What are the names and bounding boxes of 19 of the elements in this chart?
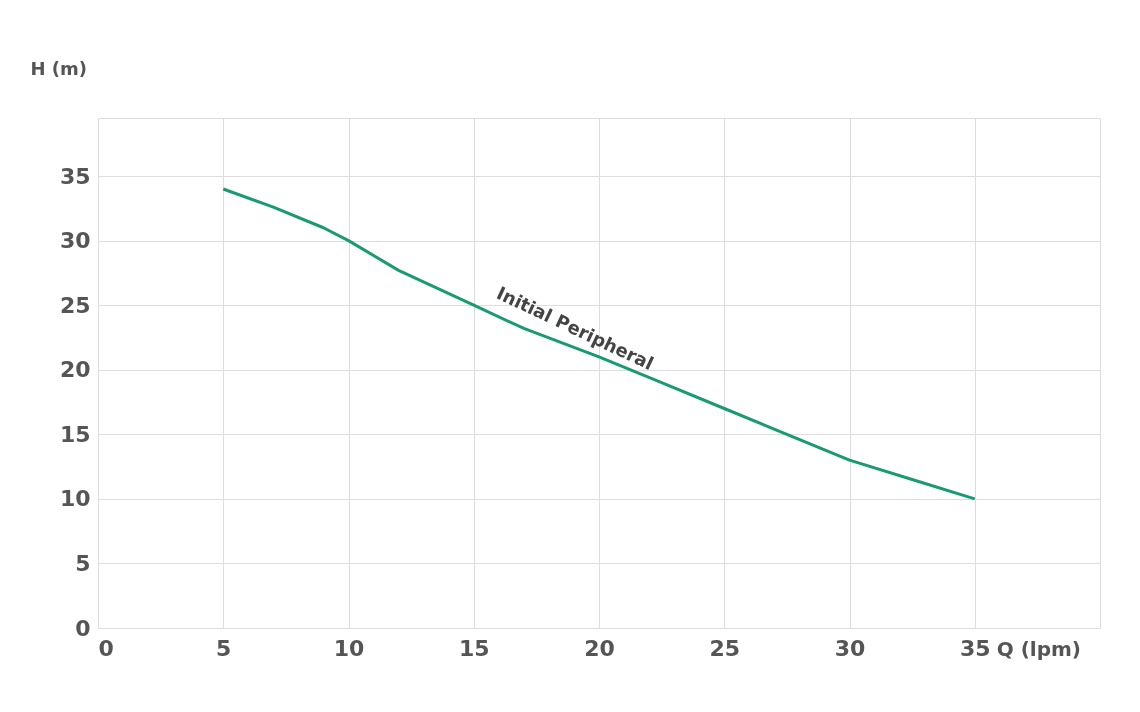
y-tick-label: 10: [59, 486, 91, 512]
y-axis-title: H (m): [30, 57, 88, 79]
y-tick-label: 25: [59, 292, 91, 318]
x-tick-label: 20: [584, 635, 615, 661]
x-tick-label: 25: [709, 635, 741, 661]
y-tick-label: 30: [59, 228, 91, 254]
y-tick-label: 5: [75, 550, 91, 576]
y-tick-label: 35: [59, 163, 91, 189]
y-tick-label: 20: [59, 357, 91, 383]
x-tick-label: 10: [333, 635, 365, 661]
x-tick-label: 0: [98, 635, 114, 661]
x-tick-label: 35: [959, 635, 991, 661]
x-tick-label: 15: [458, 635, 490, 661]
x-tick-label: 5: [216, 635, 232, 661]
x-tick-label: 30: [834, 635, 866, 661]
y-tick-label: 0: [75, 615, 91, 641]
x-axis-title: Q (lpm): [996, 637, 1082, 661]
y-tick-label: 15: [59, 421, 91, 447]
line-series: [221, 187, 977, 501]
